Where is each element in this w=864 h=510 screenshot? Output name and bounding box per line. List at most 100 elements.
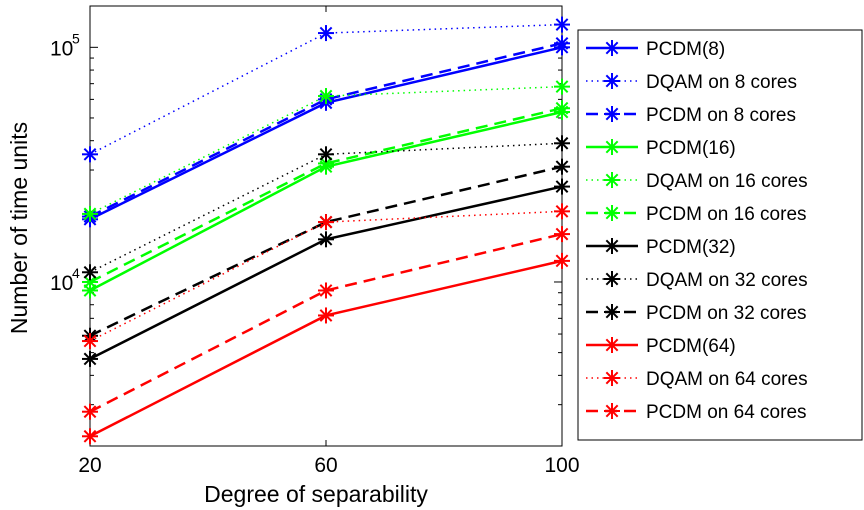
legend-item: PCDM(16) — [586, 138, 736, 159]
marker-stroke — [605, 107, 619, 121]
marker-stroke — [83, 147, 97, 161]
marker-stroke — [319, 232, 333, 246]
legend-label: PCDM(32) — [646, 237, 736, 258]
marker-stroke — [83, 352, 97, 366]
data-point — [554, 158, 570, 175]
marker-stroke — [605, 74, 619, 88]
data-point — [318, 231, 334, 248]
marker-stroke — [319, 215, 333, 229]
x-tick-label: 100 — [544, 454, 579, 477]
marker-stroke — [605, 338, 619, 352]
y-tick-base: 10 — [50, 37, 73, 60]
legend-item: PCDM(32) — [586, 237, 736, 258]
y-tick-label: 105 — [50, 30, 80, 60]
series-line — [89, 42, 563, 218]
data-point — [554, 135, 570, 152]
series-11 — [82, 203, 570, 350]
series-2 — [82, 16, 570, 163]
legend-marker — [604, 403, 620, 419]
legend-label: PCDM(64) — [646, 336, 736, 357]
marker-stroke — [605, 239, 619, 253]
marker-stroke — [555, 101, 569, 115]
data-point — [82, 146, 98, 163]
marker-stroke — [555, 80, 569, 93]
marker-stroke — [605, 305, 619, 319]
data-point — [318, 88, 334, 105]
legend-item: PCDM on 32 cores — [586, 303, 807, 324]
legend-marker — [604, 139, 620, 155]
marker-stroke — [555, 254, 569, 268]
data-point — [82, 428, 98, 445]
legend-item: PCDM on 8 cores — [586, 105, 796, 126]
data-point — [82, 264, 98, 281]
legend-marker — [604, 172, 620, 188]
x-axis-label: Degree of separability — [204, 481, 428, 507]
y-axis-label: Number of time units — [6, 122, 32, 334]
legend-marker — [604, 40, 620, 56]
data-point — [554, 100, 570, 117]
marker-stroke — [83, 275, 97, 289]
legend-label: PCDM on 8 cores — [646, 105, 796, 126]
legend-label: PCDM(8) — [646, 39, 725, 60]
series-line — [89, 165, 563, 337]
data-point — [318, 214, 334, 231]
data-point — [318, 282, 334, 299]
y-tick-exponent: 4 — [72, 265, 80, 281]
legend-label: PCDM on 64 cores — [646, 402, 807, 423]
data-point — [82, 350, 98, 367]
marker-stroke — [605, 206, 619, 220]
marker-stroke — [83, 429, 97, 443]
data-point — [554, 226, 570, 243]
marker-stroke — [555, 227, 569, 241]
data-point — [554, 252, 570, 269]
data-point — [554, 203, 570, 220]
legend-item: DQAM on 8 cores — [586, 72, 797, 93]
legend-item: PCDM on 16 cores — [586, 204, 807, 225]
y-tick-base: 10 — [50, 272, 73, 295]
marker-stroke — [83, 405, 97, 419]
data-point — [82, 403, 98, 420]
legend-marker — [604, 271, 620, 287]
legend-marker — [604, 238, 620, 254]
marker-stroke — [555, 160, 569, 174]
data-point — [318, 307, 334, 324]
y-tick-exponent: 5 — [72, 30, 80, 46]
marker-stroke — [605, 371, 619, 385]
marker-stroke — [83, 265, 97, 279]
series-line — [89, 107, 563, 284]
marker-stroke — [319, 89, 333, 103]
series-8 — [82, 135, 570, 281]
marker-stroke — [605, 404, 619, 418]
legend-marker — [604, 304, 620, 320]
marker-stroke — [555, 180, 569, 193]
data-point — [554, 35, 570, 52]
marker-stroke — [605, 41, 619, 55]
legend-item: PCDM(64) — [586, 336, 736, 357]
marker-stroke — [83, 207, 97, 221]
x-tick-label: 20 — [78, 454, 101, 477]
legend-marker — [604, 106, 620, 122]
legend-label: PCDM(16) — [646, 138, 736, 159]
series-10 — [82, 252, 570, 445]
marker-stroke — [319, 157, 333, 170]
x-tick-label: 60 — [314, 454, 337, 477]
marker-stroke — [319, 284, 333, 297]
legend-item: DQAM on 16 cores — [586, 171, 808, 192]
data-point — [82, 205, 98, 222]
data-point — [318, 146, 334, 163]
legend-label: DQAM on 8 cores — [646, 72, 797, 93]
marker-stroke — [319, 26, 333, 40]
marker-stroke — [83, 334, 97, 348]
legend-label: DQAM on 16 cores — [646, 171, 808, 192]
legend-marker — [604, 205, 620, 221]
series-6 — [82, 100, 570, 290]
legend-label: DQAM on 64 cores — [646, 369, 808, 390]
series-layer — [82, 16, 570, 445]
y-tick-label: 104 — [50, 265, 80, 295]
marker-stroke — [319, 147, 333, 161]
marker-stroke — [555, 136, 569, 150]
marker-stroke — [605, 140, 619, 154]
legend-item: DQAM on 64 cores — [586, 369, 808, 390]
